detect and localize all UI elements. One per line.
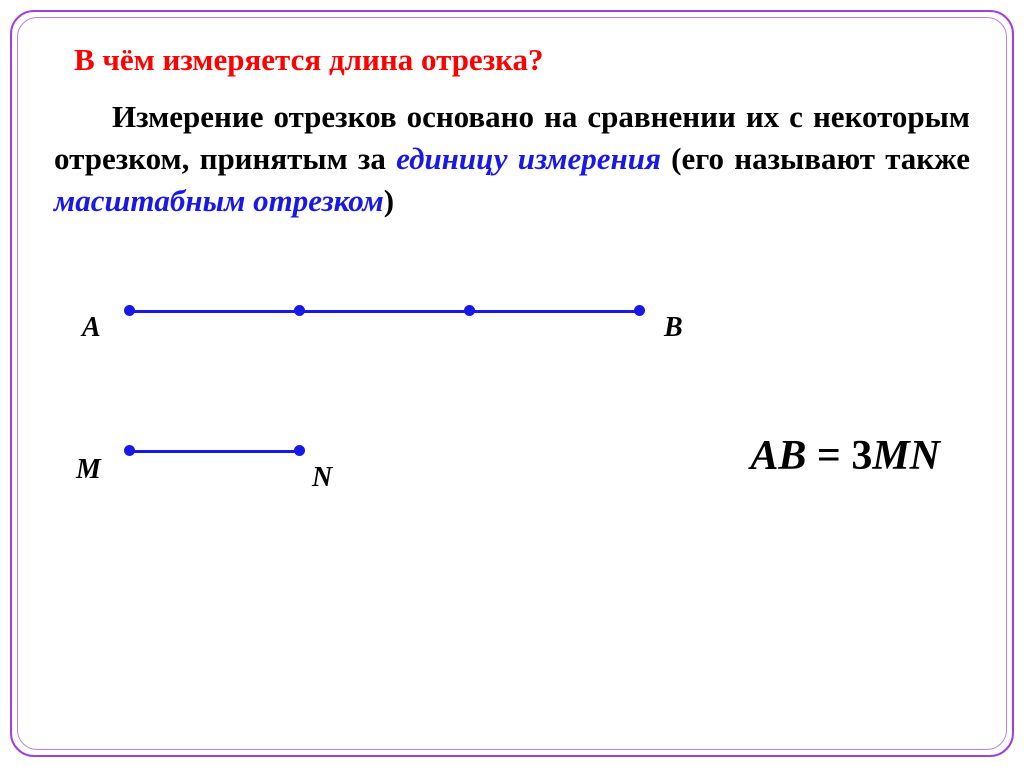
main-paragraph: Измерение отрезков основано на сравнении… [54,96,970,222]
inner-frame: В чём измеряется длина отрезка? Измерени… [17,17,1007,750]
segment-ab-dot [464,305,475,316]
segment-ab-dot [634,305,645,316]
segment-mn-dot [124,445,135,456]
equation-lhs: AB [750,433,806,479]
diagram-area: A B M N AB = 3MN [54,282,970,582]
equation-rhs: MN [872,433,940,479]
page-title: В чём измеряется длина отрезка? [54,42,970,78]
outer-frame: В чём измеряется длина отрезка? Измерени… [10,10,1014,757]
label-n: N [312,462,332,494]
segment-mn-dot [294,445,305,456]
label-a: A [82,312,101,344]
para-part2: (его называют также [661,141,970,176]
equation: AB = 3MN [750,432,940,480]
label-m: M [76,454,101,486]
segment-ab-line [129,310,639,313]
equation-eq: = [806,433,851,479]
para-emph2: масштабным отрезком [54,183,384,218]
label-b: B [664,312,683,344]
para-emph1: единицу измерения [396,141,661,176]
segment-mn-line [129,450,299,453]
segment-ab-dot [294,305,305,316]
para-part3: ) [384,183,394,218]
equation-coeff: 3 [851,433,872,479]
segment-ab-dot [124,305,135,316]
